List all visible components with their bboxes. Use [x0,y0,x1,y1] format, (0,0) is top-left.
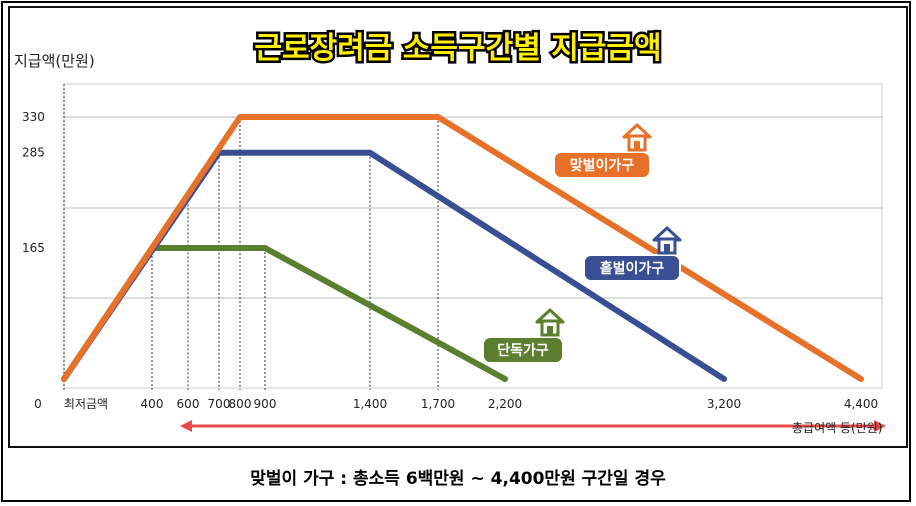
badge-label: 홑벌이가구 [600,260,665,277]
chart-title: 근로장려금 소득구간별 지급금액 [254,31,661,66]
badge-box [482,336,564,364]
zero-label: 0 [34,397,42,411]
house-icon [622,123,652,152]
x-tick-label: 700 [208,397,231,411]
plot-area [63,83,883,389]
x-tick-label: 900 [254,397,277,411]
badge-label: 단독가구 [497,342,549,359]
x-tick-label: 600 [177,397,200,411]
x-tick-label: 1,400 [353,397,387,411]
x-axis-label: 총급여액 등(만원) [792,421,882,435]
arrow-head-left [180,420,192,432]
caption: 맞벌이 가구 : 총소득 6백만원 ~ 4,400만원 구간일 경우 [250,469,666,489]
badge-label: 맞벌이가구 [570,157,635,174]
house-icon [535,308,565,337]
income-range-arrow [180,420,886,432]
y-tick-label: 165 [22,241,45,255]
series-line [61,114,864,382]
y-tick-label: 285 [22,146,45,160]
badge-box [553,151,651,179]
x-tick-label: 1,700 [421,397,455,411]
series-layer [61,114,864,382]
house-icon [652,226,682,255]
y-tick-label: 330 [22,110,45,124]
y-axis-label: 지급액(만원) [14,52,95,70]
series-badge: 단독가구 [482,308,565,364]
x-tick-label: 400 [141,397,164,411]
x-tick-label: 3,200 [707,397,741,411]
grid-layer [63,83,883,390]
min-income-label: 최저금액 [64,397,108,411]
arrow-head-right [874,420,886,432]
x-tick-label: 4,400 [844,397,878,411]
x-tick-label: 800 [229,397,252,411]
x-tick-label: 2,200 [488,397,522,411]
badge-box [583,254,681,282]
series-badge: 홑벌이가구 [583,226,682,282]
series-badge: 맞벌이가구 [553,123,652,179]
